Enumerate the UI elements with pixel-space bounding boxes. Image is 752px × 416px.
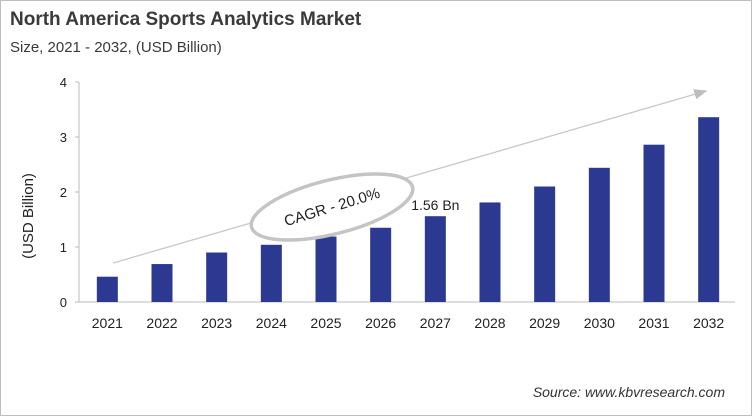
bar-2022	[151, 264, 173, 302]
x-tick-label: 2021	[92, 315, 123, 331]
bar-2030	[588, 167, 610, 302]
y-tick-label: 3	[60, 130, 67, 145]
cagr-ellipse	[249, 172, 415, 242]
x-tick-label: 2024	[256, 315, 287, 331]
data-label: 1.56 Bn	[411, 197, 459, 213]
chart-subtitle: Size, 2021 - 2032, (USD Billion)	[10, 39, 222, 56]
x-tick-label: 2029	[529, 315, 560, 331]
x-tick-label: 2023	[201, 315, 232, 331]
x-tick-label: 2028	[474, 315, 505, 331]
source-note: Source: www.kbvresearch.com	[532, 384, 725, 400]
bar-2025	[315, 236, 337, 302]
y-axis-label: (USD Billion)	[20, 173, 37, 259]
bar-2028	[479, 202, 501, 302]
x-tick-label: 2022	[146, 315, 177, 331]
bar-2027	[424, 216, 446, 302]
x-tick-label: 2025	[310, 315, 341, 331]
bar-2029	[534, 186, 556, 302]
x-tick-label: 2031	[638, 315, 669, 331]
x-tick-label: 2027	[420, 315, 451, 331]
bar-2026	[370, 227, 392, 302]
bar-2024	[260, 244, 282, 302]
x-tick-label: 2026	[365, 315, 396, 331]
y-tick-label: 0	[60, 295, 67, 310]
bar-2031	[643, 144, 665, 302]
bar-2032	[698, 117, 720, 302]
x-tick-label: 2030	[584, 315, 615, 331]
y-tick-label: 1	[60, 240, 67, 255]
bar-2023	[206, 252, 228, 302]
y-tick-label: 4	[60, 75, 67, 90]
bar-2021	[96, 276, 118, 302]
x-tick-label: 2032	[693, 315, 724, 331]
trend-arrow	[112, 89, 708, 264]
chart-title: North America Sports Analytics Market	[10, 9, 362, 30]
y-tick-label: 2	[60, 185, 67, 200]
